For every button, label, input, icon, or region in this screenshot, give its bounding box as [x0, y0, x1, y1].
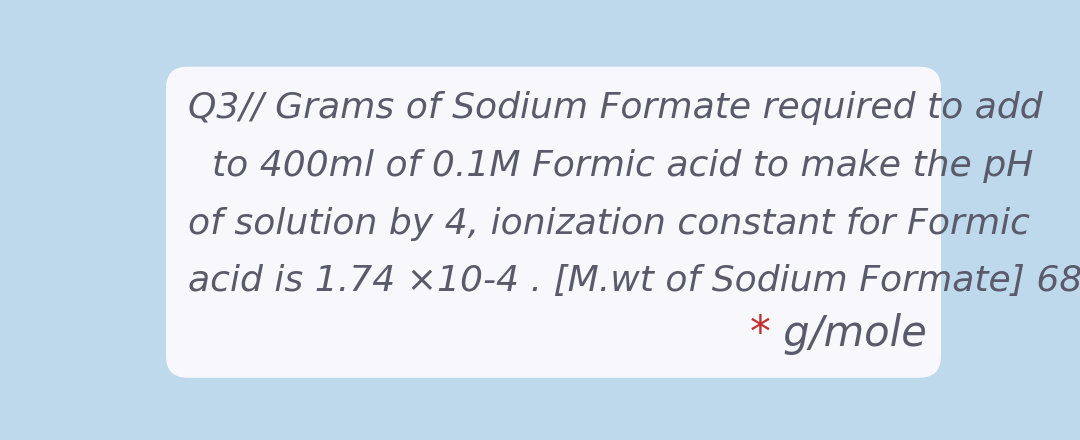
Text: of solution by 4, ionization constant for Formic: of solution by 4, ionization constant fo…	[188, 207, 1029, 241]
Text: to 400ml of 0.1M Formic acid to make the pH: to 400ml of 0.1M Formic acid to make the…	[213, 149, 1034, 183]
FancyBboxPatch shape	[166, 66, 941, 378]
Text: *: *	[750, 313, 770, 355]
Text: g/mole: g/mole	[770, 313, 928, 355]
Text: acid is 1.74 ×10-4 . [M.wt of Sodium Formate] 68: acid is 1.74 ×10-4 . [M.wt of Sodium For…	[188, 264, 1080, 298]
Text: Q3// Grams of Sodium Formate required to add: Q3// Grams of Sodium Formate required to…	[188, 91, 1042, 125]
